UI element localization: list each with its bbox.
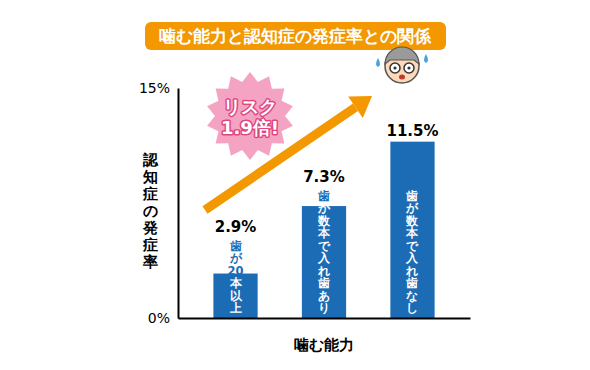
eye bbox=[393, 66, 396, 69]
glasses bbox=[404, 63, 414, 73]
annotation: リスク bbox=[223, 96, 277, 117]
mouth bbox=[399, 75, 405, 80]
y-tick-label: 0% bbox=[148, 310, 170, 326]
x-axis-line bbox=[179, 318, 471, 320]
chart: 噛む能力と認知症の発症率との関係 0% 15% 歯が20本以上 2.9% 歯が数本で入れ歯… bbox=[0, 0, 590, 370]
eye bbox=[407, 66, 410, 69]
bar bbox=[302, 206, 346, 318]
bars bbox=[213, 142, 434, 318]
category-label-char: 上 bbox=[229, 301, 242, 315]
x-axis-title: 噛む能力 bbox=[294, 336, 354, 354]
y-tick: 15% bbox=[139, 80, 178, 96]
category-label-char: し bbox=[406, 301, 418, 315]
category-label: 歯が数本で入れ歯あり bbox=[317, 189, 331, 316]
hair bbox=[385, 47, 419, 64]
y-axis-line bbox=[178, 89, 180, 319]
y-axis: 0% 15% bbox=[139, 80, 179, 326]
title-banner bbox=[145, 22, 446, 50]
bar bbox=[213, 274, 257, 318]
y-axis-title-char: 症 bbox=[142, 236, 158, 254]
y-axis-title-char: の bbox=[143, 202, 158, 220]
y-axis-title-char: 知 bbox=[142, 168, 158, 186]
data-label: 7.3% bbox=[303, 168, 345, 186]
bar bbox=[390, 142, 434, 318]
category-label: 歯が数本で入れ歯なし bbox=[405, 189, 419, 316]
arrow-head bbox=[348, 96, 372, 118]
y-axis-title-char: 率 bbox=[142, 253, 158, 271]
title-group: 噛む能力と認知症の発症率との関係 bbox=[145, 22, 446, 50]
sweat bbox=[376, 58, 380, 67]
annotation: 1.9倍! bbox=[221, 117, 279, 138]
y-axis-title-char: 発 bbox=[142, 219, 158, 237]
starburst bbox=[207, 72, 293, 160]
y-tick-label: 15% bbox=[139, 80, 170, 96]
y-tick: 0% bbox=[148, 310, 178, 326]
data-label: 2.9% bbox=[215, 218, 257, 236]
y-axis-title-char: 認 bbox=[142, 151, 159, 169]
decorations bbox=[205, 47, 428, 210]
y-axis-title-char: 症 bbox=[142, 185, 158, 203]
category-label-char: り bbox=[318, 301, 330, 315]
sweat bbox=[424, 54, 428, 63]
y-axis-title: 認知症の発症率 bbox=[142, 151, 159, 271]
category-label: 歯が20本以上 bbox=[228, 239, 244, 316]
x-axis bbox=[179, 318, 471, 319]
annotation-group: リスク1.9倍! bbox=[207, 72, 293, 160]
title: 噛む能力と認知症の発症率との関係 bbox=[159, 26, 432, 46]
data-label: 11.5% bbox=[386, 122, 438, 140]
glasses bbox=[390, 63, 400, 73]
